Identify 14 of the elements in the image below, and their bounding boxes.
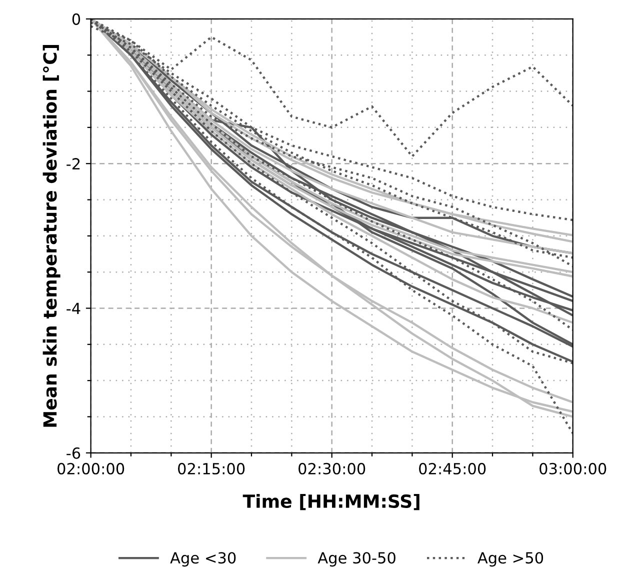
y-tick-label: -2 (66, 158, 80, 170)
legend-label: Age 30-50 (318, 552, 396, 567)
x-tick-label: 03:00:00 (540, 462, 606, 474)
x-tick-label: 02:15:00 (178, 462, 245, 474)
x-tick-label: 02:30:00 (298, 462, 366, 474)
y-tick-label: -6 (66, 447, 80, 459)
legend-label: Age >50 (478, 552, 544, 567)
legend-label: Age <30 (170, 552, 236, 567)
x-tick-label: 02:45:00 (419, 462, 486, 474)
x-axis-title: Time [HH:MM:SS] (242, 494, 420, 510)
y-axis-title: Mean skin temperature deviation [°C] (42, 44, 60, 427)
y-tick-label: -4 (66, 302, 80, 314)
y-tick-label: 0 (72, 13, 80, 25)
x-tick-label: 02:00:00 (58, 462, 124, 474)
